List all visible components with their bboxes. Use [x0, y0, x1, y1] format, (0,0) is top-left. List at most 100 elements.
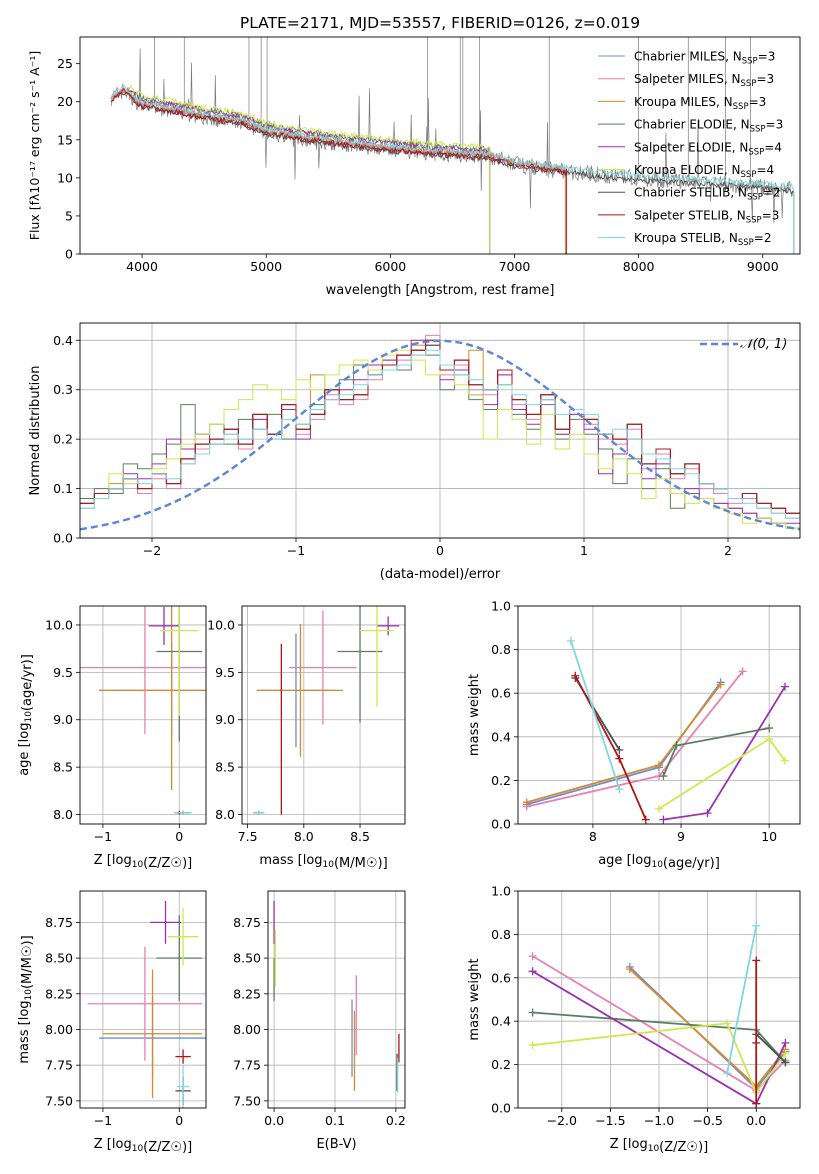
mass-weight-line — [532, 1022, 787, 1095]
legend-entry: Kroupa STELIB, NSSP=2 — [634, 231, 772, 248]
mass-weight-marker — [781, 682, 790, 691]
mass-weight-line — [574, 675, 647, 820]
x-tick-label: 6000 — [374, 259, 406, 274]
mass-weight-marker — [615, 754, 624, 763]
legend-entry: Kroupa ELODIE, NSSP=4 — [634, 163, 774, 180]
x-tick-label: 0 — [436, 543, 444, 558]
x-tick-label: −1 — [94, 829, 112, 844]
x-axis-label: Z [log10(Z/Z☉)] — [610, 1137, 708, 1155]
model-spectrum-line — [129, 83, 491, 254]
residuals-plot-area — [80, 334, 800, 531]
mass-weight-marker — [723, 1069, 732, 1078]
y-tick-label: 8.75 — [45, 915, 73, 930]
axes-frame — [79, 36, 801, 255]
x-axis-label: (data-model)/error — [380, 567, 501, 582]
age-vs-Z-panel: −1 0 8.0 8.5 9.0 9.5 10.0 Z [log10(Z/Z☉)] age [l… — [17, 605, 207, 871]
x-tick-label: 5000 — [250, 259, 282, 274]
y-tick-label: 0.3 — [53, 382, 73, 397]
x-axis-label: Z [log10(Z/Z☉)] — [94, 1137, 192, 1155]
mass-weight-line — [755, 1033, 787, 1064]
histogram-step-line — [80, 349, 800, 519]
axes-frame — [79, 322, 801, 539]
axes-frame — [267, 890, 406, 1109]
mass-weight-marker — [528, 1008, 537, 1017]
residuals-panel: −2 −1 0 1 2 0.0 0.1 0.2 0.3 0.4 𝒩(0, 1) (data-model… — [28, 322, 801, 582]
y-tick-label: 1.0 — [491, 599, 511, 614]
mass-weight-marker — [566, 636, 575, 645]
x-tick-label: 8 — [589, 829, 597, 844]
y-tick-label: 0.2 — [491, 1057, 511, 1072]
weight-vs-Z-panel: −2.0 −1.5 −1.0 −0.5 0.0 0.0 0.2 0.4 0.6 0.8 1.0 Z [… — [467, 884, 801, 1155]
y-tick-label: 7.75 — [233, 1058, 261, 1073]
axes-frame — [79, 890, 207, 1109]
x-tick-label: 2 — [724, 543, 732, 558]
x-tick-label: 7000 — [499, 259, 531, 274]
y-tick-label: 9.5 — [53, 665, 73, 680]
mass-weight-marker — [528, 1041, 537, 1050]
y-tick-label: 20 — [57, 94, 73, 109]
x-tick-label: 1 — [580, 543, 588, 558]
x-tick-label: 0.2 — [386, 1113, 406, 1128]
mass-weight-marker — [703, 809, 712, 818]
y-tick-label: 5 — [65, 208, 73, 223]
y-tick-label: 8.00 — [45, 1022, 73, 1037]
y-tick-label: 0.4 — [491, 729, 511, 744]
mass-weight-marker — [571, 671, 580, 680]
axes-frame — [517, 605, 801, 825]
x-tick-label: 9 — [677, 829, 685, 844]
x-tick-label: 10 — [761, 829, 777, 844]
legend-entry: Chabrier STELIB, NSSP=2 — [634, 186, 781, 203]
y-axis-label: mass weight — [467, 674, 482, 756]
y-tick-label: 8.5 — [215, 760, 235, 775]
x-tick-label: −1 — [94, 1113, 112, 1128]
weight-vs-Z-plot-area — [528, 921, 790, 1108]
x-tick-label: 8000 — [623, 259, 655, 274]
model-spectrum-line — [110, 84, 795, 254]
y-tick-label: 0.0 — [491, 1101, 511, 1116]
mass-vs-ebv-panel: 0.0 0.1 0.2 7.50 7.75 8.00 8.25 8.50 8.75 E(B-V) — [233, 890, 406, 1152]
x-tick-label: −1.5 — [595, 1113, 625, 1128]
y-tick-label: 0.8 — [491, 927, 511, 942]
mass-weight-line — [663, 686, 786, 821]
mass-weight-line — [570, 640, 621, 790]
y-tick-label: 8.75 — [233, 915, 261, 930]
y-tick-label: 0.8 — [491, 642, 511, 657]
y-tick-label: 0.0 — [53, 531, 73, 546]
y-tick-label: 9.0 — [215, 712, 235, 727]
mass-weight-marker — [522, 798, 531, 807]
mass-weight-marker — [641, 815, 650, 824]
y-tick-label: 10.0 — [207, 617, 235, 632]
y-tick-label: 0.1 — [53, 481, 73, 496]
y-tick-label: 10 — [57, 170, 73, 185]
normal-distribution-curve — [80, 339, 800, 531]
x-axis-label: Z [log10(Z/Z☉)] — [94, 853, 192, 871]
model-spectrum-line — [110, 91, 795, 254]
y-tick-label: 10.0 — [45, 617, 73, 632]
age-vs-Z-plot-area — [80, 606, 206, 815]
y-axis-label: Flux [fλ10⁻¹⁷ erg cm⁻² s⁻¹ A⁻¹] — [27, 51, 42, 240]
x-tick-label: −1 — [287, 543, 305, 558]
x-tick-label: −2 — [143, 543, 161, 558]
y-tick-label: 8.25 — [45, 986, 73, 1001]
figure-title: PLATE=2171, MJD=53557, FIBERID=0126, z=0… — [240, 14, 640, 32]
x-tick-label: 0.0 — [264, 1113, 284, 1128]
legend-entry: Chabrier ELODIE, NSSP=3 — [634, 118, 783, 135]
legend-entry: Chabrier MILES, NSSP=3 — [634, 50, 775, 67]
age-vs-mass-plot-area — [253, 606, 400, 815]
axes-frame — [517, 890, 801, 1109]
x-axis-label: age [log10(age/yr)] — [598, 853, 720, 871]
mass-weight-marker — [752, 1099, 761, 1108]
mass-weight-line — [726, 925, 758, 1074]
spectrum-legend: Chabrier MILES, NSSP=3 Salpeter MILES, NS… — [598, 50, 783, 248]
mass-weight-marker — [625, 965, 634, 974]
mass-weight-marker — [615, 745, 624, 754]
y-tick-label: 8.50 — [233, 951, 261, 966]
mass-weight-marker — [752, 921, 761, 930]
x-tick-label: 0 — [175, 1113, 183, 1128]
axes-frame — [241, 605, 406, 825]
x-tick-label: 0.0 — [746, 1113, 766, 1128]
y-axis-label: mass [log10(M/M☉)] — [17, 935, 35, 1063]
x-tick-label: 8.0 — [294, 829, 314, 844]
